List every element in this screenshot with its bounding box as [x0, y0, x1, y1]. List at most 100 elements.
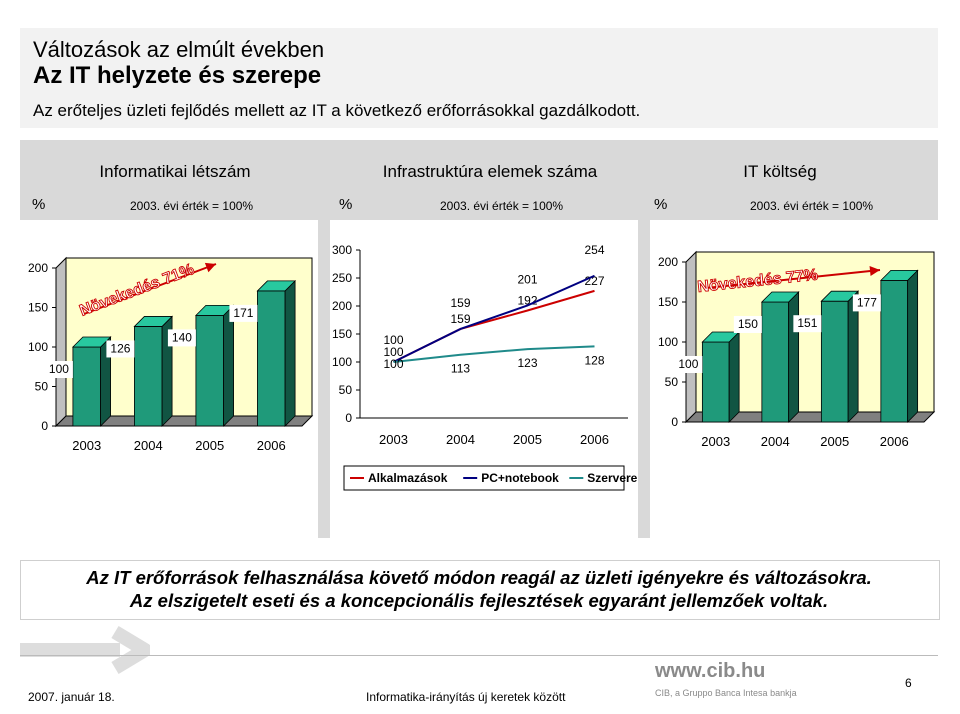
y-tick-label: 100	[332, 355, 352, 369]
bar	[761, 301, 790, 423]
x-tick-label: 2004	[761, 434, 790, 449]
it-cost-chart: 0 50 100 150 200 100 2003 150 2004 151 2005 177 2006…	[650, 220, 938, 538]
y-tick-label: 50	[339, 383, 353, 397]
data-label: 126	[110, 341, 130, 355]
y-tick-label: 150	[658, 295, 678, 309]
bar-top	[71, 336, 112, 348]
data-label: 171	[233, 306, 253, 320]
bar-top	[256, 280, 297, 292]
data-label-box	[733, 316, 762, 333]
y-tick-label: 150	[28, 301, 48, 315]
data-label: 159	[450, 296, 470, 310]
x-tick-label: 2003	[701, 434, 730, 449]
conclusion-line-1: Az IT erőforrások felhasználása követő m…	[86, 567, 872, 588]
data-label-box	[44, 361, 73, 378]
x-tick-label: 2005	[195, 438, 224, 453]
slide-title: Az IT helyzete és szerepe	[33, 62, 322, 89]
y-tick-label: 150	[332, 327, 352, 341]
series-line	[393, 345, 595, 363]
bar-side	[788, 291, 800, 423]
plot-side-wall	[55, 256, 67, 428]
bar	[72, 346, 101, 427]
footer-date: 2007. január 18.	[28, 690, 115, 704]
percent-label-1: %	[32, 196, 46, 213]
x-tick-label: 2003	[379, 432, 408, 447]
page-number: 6	[905, 676, 912, 690]
plot-side-wall	[685, 250, 697, 424]
percent-label-2: %	[339, 196, 353, 213]
y-tick-label: 100	[28, 340, 48, 354]
headcount-bar-chart: 0501001502001002003126200414020051712006…	[28, 256, 314, 453]
it-cost-bar-chart: 0 50 100 150 200 100 2003 150 2004 151 2005 177 2006…	[658, 250, 936, 449]
x-tick-label: 2003	[72, 438, 101, 453]
cib-logo-tagline: CIB, a Gruppo Banca Intesa bankja	[655, 688, 797, 698]
bar	[701, 341, 730, 423]
x-tick-label: 2004	[446, 432, 475, 447]
x-tick-label: 2006	[880, 434, 909, 449]
data-label: 177	[857, 295, 877, 309]
arrow-decoration-icon	[20, 625, 150, 675]
data-label-box	[229, 304, 258, 322]
data-label: 100	[678, 357, 698, 371]
bar	[820, 300, 849, 423]
section-title-headcount: Informatikai létszám	[99, 162, 251, 181]
headcount-chart: 0 50 100 150 200 100 2003 126 2004 140 2005 171 2006…	[20, 220, 318, 538]
y-tick-label: 0	[671, 415, 678, 429]
data-label: 151	[797, 316, 817, 330]
data-label-box	[167, 329, 196, 347]
infrastructure-chart: 0 50 100 150 200 250 300 2003 2004 2005 2006 100 159…	[330, 220, 644, 538]
data-label-box	[674, 356, 703, 373]
slide-subtitle: Változások az elmúlt években	[33, 37, 325, 62]
x-tick-label: 2006	[580, 432, 609, 447]
base-note-3: 2003. évi érték = 100%	[750, 199, 874, 213]
bar	[195, 315, 224, 427]
bar	[880, 280, 909, 423]
y-tick-label: 0	[41, 419, 48, 433]
bar-side	[728, 331, 740, 423]
conclusion-box	[20, 560, 940, 620]
y-tick-label: 100	[658, 335, 678, 349]
bar-side	[907, 269, 919, 423]
percent-label-3: %	[654, 196, 668, 213]
bar-side	[284, 279, 296, 427]
y-tick-label: 50	[665, 375, 679, 389]
data-label: 128	[584, 353, 604, 367]
footer-divider	[20, 655, 938, 656]
legend-label: Alkalmazások	[368, 471, 448, 485]
infrastructure-line-chart: 0 50 100 150 200 250 300 2003 2004 2005 2006 100 159…	[332, 243, 644, 491]
growth-arrow-head	[204, 262, 216, 273]
x-tick-label: 2005	[820, 434, 849, 449]
y-tick-label: 0	[345, 411, 352, 425]
bar	[257, 290, 286, 427]
section-title-it-cost: IT költség	[743, 162, 817, 181]
conclusion-line-2: Az elszigetelt eseti és a koncepcionális…	[129, 590, 829, 611]
legend-label: Szerverek	[587, 471, 638, 485]
data-label-box	[106, 340, 135, 358]
cib-logo-url: www.cib.hu	[655, 660, 766, 682]
y-tick-label: 300	[332, 243, 352, 257]
y-tick-label: 50	[35, 380, 49, 394]
bar-top	[820, 290, 860, 302]
base-note-2: 2003. évi érték = 100%	[440, 199, 564, 213]
growth-arrow-line	[83, 263, 217, 315]
data-label-box	[852, 294, 881, 312]
intro-text: Az erőteljes üzleti fejlődés mellett az …	[33, 101, 641, 120]
data-label: 113	[451, 362, 470, 376]
conclusion-text: Az IT erőforrások felhasználása követő m…	[20, 566, 938, 612]
x-tick-label: 2004	[134, 438, 163, 453]
growth-arrow-head	[869, 266, 880, 277]
base-note-1: 2003. évi érték = 100%	[130, 199, 254, 213]
data-label: 140	[172, 330, 192, 344]
footer-title: Informatika-irányítás új keretek között	[366, 690, 566, 704]
legend-label: PC+notebook	[481, 471, 559, 485]
data-label-box	[793, 315, 822, 333]
data-label: 100	[383, 345, 403, 359]
bar-top	[879, 270, 919, 281]
data-label: 201	[517, 272, 537, 286]
y-tick-label: 250	[332, 271, 352, 285]
y-tick-label: 200	[28, 261, 48, 275]
growth-arrow-line	[705, 269, 881, 289]
data-label: 254	[584, 243, 604, 257]
bar-top	[133, 316, 174, 327]
data-label: 150	[738, 317, 758, 331]
